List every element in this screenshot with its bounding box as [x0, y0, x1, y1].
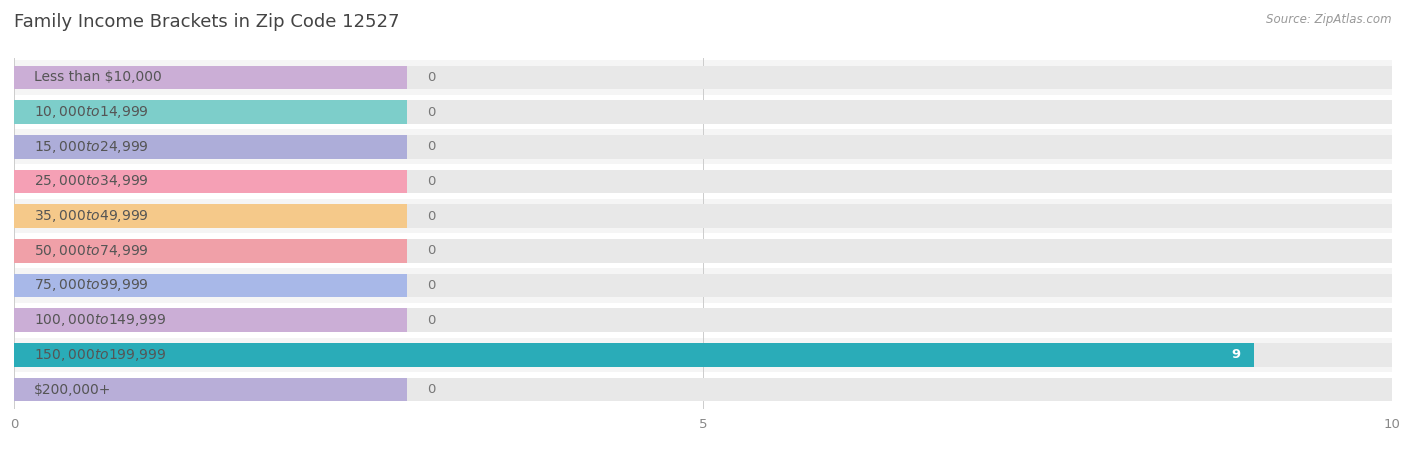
Bar	[14, 100, 406, 124]
Bar	[14, 338, 1392, 372]
Bar	[14, 135, 406, 158]
Bar	[14, 308, 406, 332]
Bar	[14, 95, 1392, 129]
Bar	[14, 378, 1392, 401]
Bar	[14, 343, 1392, 367]
Bar	[14, 135, 1392, 158]
Bar	[14, 204, 406, 228]
Bar	[14, 233, 1392, 268]
Text: Family Income Brackets in Zip Code 12527: Family Income Brackets in Zip Code 12527	[14, 13, 399, 31]
Bar	[14, 268, 1392, 303]
Text: 0: 0	[427, 383, 436, 396]
Text: $10,000 to $14,999: $10,000 to $14,999	[34, 104, 149, 120]
Bar	[14, 170, 1392, 193]
Text: 0: 0	[427, 106, 436, 119]
Text: $150,000 to $199,999: $150,000 to $199,999	[34, 347, 166, 363]
Bar	[14, 343, 406, 367]
Bar	[14, 274, 1392, 297]
Text: 0: 0	[427, 279, 436, 292]
Bar	[14, 66, 406, 89]
Bar	[14, 170, 406, 193]
Bar	[14, 199, 1392, 233]
Bar	[14, 204, 1392, 228]
Bar	[14, 372, 1392, 407]
Bar	[14, 60, 1392, 95]
Text: 0: 0	[427, 314, 436, 327]
Text: 0: 0	[427, 210, 436, 223]
Text: 0: 0	[427, 175, 436, 188]
Bar	[14, 66, 1392, 89]
Bar	[14, 274, 406, 297]
Text: $25,000 to $34,999: $25,000 to $34,999	[34, 173, 149, 189]
Bar	[14, 164, 1392, 199]
Bar	[14, 343, 1254, 367]
Text: 9: 9	[1232, 348, 1240, 361]
Text: 0: 0	[427, 244, 436, 257]
Text: $35,000 to $49,999: $35,000 to $49,999	[34, 208, 149, 224]
Text: $100,000 to $149,999: $100,000 to $149,999	[34, 312, 166, 328]
Bar	[14, 303, 1392, 338]
Bar	[14, 378, 406, 401]
Text: $15,000 to $24,999: $15,000 to $24,999	[34, 139, 149, 155]
Text: $50,000 to $74,999: $50,000 to $74,999	[34, 243, 149, 259]
Bar	[14, 129, 1392, 164]
Bar	[14, 308, 1392, 332]
Text: Less than $10,000: Less than $10,000	[34, 70, 162, 84]
Text: 0: 0	[427, 71, 436, 84]
Bar	[14, 239, 1392, 263]
Bar	[14, 100, 1392, 124]
Bar	[14, 239, 406, 263]
Text: Source: ZipAtlas.com: Source: ZipAtlas.com	[1267, 13, 1392, 26]
Text: 0: 0	[427, 140, 436, 153]
Text: $200,000+: $200,000+	[34, 383, 111, 396]
Text: $75,000 to $99,999: $75,000 to $99,999	[34, 277, 149, 294]
